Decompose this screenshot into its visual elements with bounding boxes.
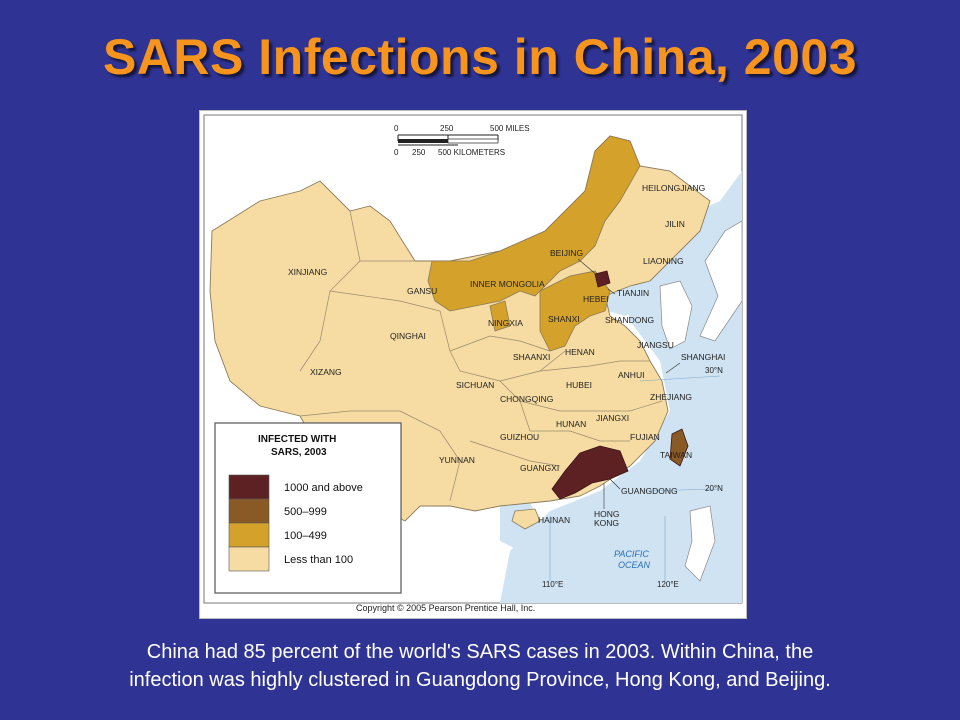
label-henan: HENAN [565,347,595,357]
taiwan-island [669,428,689,467]
scale-km-250: 250 [412,148,426,157]
legend-label-500-999: 500–999 [284,506,327,518]
label-zhejiang: ZHEJIANG [650,392,692,402]
label-qinghai: QINGHAI [390,331,426,341]
label-inner-mongolia: INNER MONGOLIA [470,279,545,289]
legend-title-1: INFECTED WITH [258,434,336,445]
bohai-sea [605,286,640,316]
korea [659,280,693,350]
scale-km-0: 0 [394,148,399,157]
label-shanxi: SHANXI [548,314,580,324]
label-110e: 110°E [542,580,563,589]
label-hainan: HAINAN [538,515,570,525]
label-hubei: HUBEI [566,380,592,390]
label-pacific: PACIFIC [614,549,649,559]
label-120e: 120°E [657,580,679,589]
label-heilongjiang: HEILONGJIANG [642,183,705,193]
sars-map: 0 250 500 MILES 0 250 500 KILOMETERS XIN… [199,110,747,619]
legend-swatch-less-100 [228,546,270,572]
label-yunnan: YUNNAN [439,455,475,465]
label-gansu: GANSU [407,286,437,296]
caption-line-1: China had 85 percent of the world's SARS… [146,641,814,663]
label-ningxia: NINGXIA [488,318,523,328]
shanxi-hebei-region [539,270,611,352]
legend-label-1000-plus: 1000 and above [284,482,363,494]
label-beijing: BEIJING [550,248,583,258]
label-jiangsu: JIANGSU [637,340,674,350]
legend-swatch-100-499 [228,522,270,548]
legend-swatch-1000-plus [228,474,270,500]
label-sichuan: SICHUAN [456,380,494,390]
label-hong-kong-1: HONG [594,509,620,519]
scale-km-500: 500 KILOMETERS [438,148,505,157]
label-jilin: JILIN [665,219,685,229]
label-jiangxi: JIANGXI [596,413,629,423]
label-liaoning: LIAONING [643,256,684,266]
label-20n: 20°N [705,484,723,493]
label-xinjiang: XINJIANG [288,267,327,277]
label-shandong: SHANDONG [605,315,654,325]
ningxia-region [489,300,511,332]
label-guizhou: GUIZHOU [500,432,539,442]
label-fujian: FUJIAN [630,432,660,442]
beijing-region [594,270,611,288]
legend-label-100-499: 100–499 [284,530,327,542]
scale-miles-0: 0 [394,124,399,133]
caption: China had 85 percent of the world's SARS… [40,638,920,694]
scale-miles-500: 500 MILES [490,124,530,133]
caption-line-2: infection was highly clustered in Guangd… [129,669,831,691]
label-tianjin: TIANJIN [617,288,649,298]
label-taiwan: TAIWAN [660,450,692,460]
legend: INFECTED WITH SARS, 2003 1000 and above … [214,422,402,594]
label-ocean: OCEAN [618,560,651,570]
inner-mongolia-region [427,135,641,312]
legend-label-less-100: Less than 100 [284,554,353,566]
philippines [684,505,716,582]
leader-lines [577,258,681,509]
label-xizang: XIZANG [310,367,342,377]
province-borders [299,210,663,502]
legend-title-2: SARS, 2003 [271,447,327,458]
label-anhui: ANHUI [618,370,644,380]
copyright-text: Copyright © 2005 Pearson Prentice Hall, … [356,603,535,613]
ocean-area [500,171,742,603]
scale-bar: 0 250 500 MILES 0 250 500 KILOMETERS [394,124,530,157]
label-hebei: HEBEI [583,294,609,304]
hainan-island [511,508,541,530]
label-guangxi: GUANGXI [520,463,559,473]
province-labels: XINJIANG GANSU INNER MONGOLIA HEILONGJIA… [288,183,725,528]
scale-miles-250: 250 [440,124,454,133]
label-30n: 30°N [705,366,723,375]
label-shanghai: SHANGHAI [681,352,725,362]
label-hong-kong-2: KONG [594,518,619,528]
legend-swatch-500-999 [228,498,270,524]
japan [699,220,743,342]
page-title: SARS Infections in China, 2003 [102,29,858,85]
label-guangdong: GUANGDONG [621,486,678,496]
label-hunan: HUNAN [556,419,586,429]
graticule [549,375,721,581]
label-shaanxi: SHAANXI [513,352,550,362]
guangdong-region [551,445,629,500]
label-chongqing: CHONGQING [500,394,553,404]
